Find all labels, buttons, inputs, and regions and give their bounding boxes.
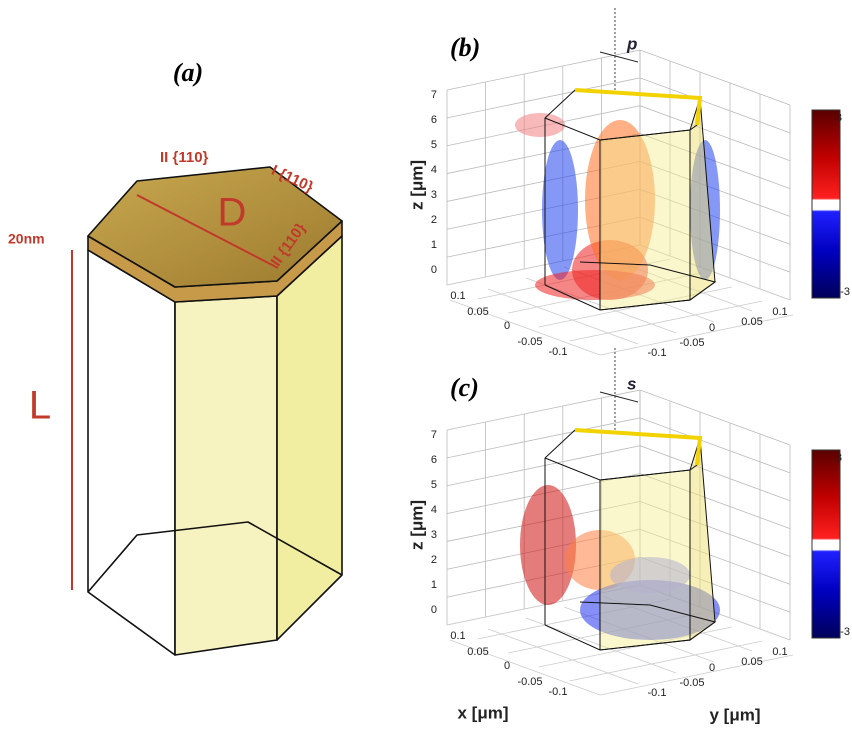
prism-face xyxy=(690,438,715,640)
z-tick-label: 0 xyxy=(431,604,437,616)
length-label: L xyxy=(29,384,51,428)
colorbar xyxy=(812,450,840,638)
z-tick-label: 2 xyxy=(431,214,437,226)
grid-line xyxy=(600,315,793,355)
prism-face xyxy=(600,470,690,650)
axis-label: x [μm] xyxy=(457,703,508,722)
field-blob xyxy=(542,140,578,280)
z-tick-label: 7 xyxy=(431,89,437,101)
figure: (a) II {110} I {110} II {110} D 20nm L p… xyxy=(0,0,852,727)
axis-label: z [μm] xyxy=(407,160,426,210)
x-tick-label: -0.05 xyxy=(517,676,542,688)
z-tick-label: 3 xyxy=(431,189,437,201)
axis-label: z [μm] xyxy=(407,500,426,550)
shell-label: 20nm xyxy=(8,231,45,247)
prism-face xyxy=(600,130,690,310)
panel: p(b)z [μm]012345670.10.050-0.05-0.1-0.1-… xyxy=(407,8,850,359)
y-tick-label: 0.05 xyxy=(741,656,762,668)
z-tick-label: 6 xyxy=(431,114,437,126)
z-tick-label: 4 xyxy=(431,504,437,516)
x-tick-label: 0 xyxy=(504,660,510,672)
colorbar-label: -3 xyxy=(840,626,850,638)
x-tick-label: 0 xyxy=(504,320,510,332)
z-tick-label: 1 xyxy=(431,579,437,591)
x-tick-label: 0.05 xyxy=(467,646,488,658)
y-tick-label: 0 xyxy=(709,662,715,674)
colorbar-label: 3 xyxy=(836,452,842,464)
prism-top xyxy=(575,90,700,125)
panel-label: (b) xyxy=(450,33,480,62)
y-tick-label: 0.1 xyxy=(772,306,787,318)
marker-label: s xyxy=(627,374,636,393)
z-tick-label: 2 xyxy=(431,554,437,566)
x-tick-label: -0.1 xyxy=(549,686,568,698)
diameter-label: D xyxy=(218,191,247,235)
colorbar-label: 3 xyxy=(836,112,842,124)
y-tick-label: -0.05 xyxy=(679,677,704,689)
y-tick-label: 0.1 xyxy=(772,646,787,658)
grid-line xyxy=(569,641,762,681)
grid-line xyxy=(569,301,762,341)
z-tick-label: 3 xyxy=(431,529,437,541)
y-tick-label: 0.05 xyxy=(741,316,762,328)
grid-line xyxy=(447,390,790,445)
z-tick-label: 4 xyxy=(431,164,437,176)
facet-label: II {110} xyxy=(160,149,209,166)
marker-label: p xyxy=(626,34,637,53)
panel-label: (c) xyxy=(450,373,479,402)
colorbar xyxy=(812,110,840,298)
colorbar-label: -3 xyxy=(840,286,850,298)
y-tick-label: -0.05 xyxy=(679,337,704,349)
grid-line xyxy=(447,50,790,105)
y-tick-label: 0 xyxy=(709,322,715,334)
x-tick-label: 0.1 xyxy=(450,630,465,642)
z-tick-label: 5 xyxy=(431,479,437,491)
x-tick-label: 0.05 xyxy=(467,306,488,318)
z-tick-label: 0 xyxy=(431,264,437,276)
prism-top xyxy=(575,430,700,465)
z-tick-label: 6 xyxy=(431,454,437,466)
x-tick-label: -0.1 xyxy=(549,346,568,358)
panel-a xyxy=(88,167,342,655)
z-tick-label: 1 xyxy=(431,239,437,251)
z-tick-label: 7 xyxy=(431,429,437,441)
x-tick-label: 0.1 xyxy=(450,290,465,302)
field-blob xyxy=(515,113,565,137)
field-blob xyxy=(520,485,576,605)
panel-label: (a) xyxy=(173,58,203,87)
z-tick-label: 5 xyxy=(431,139,437,151)
panel: s(c)z [μm]012345670.10.050-0.05-0.1-0.1-… xyxy=(407,348,850,724)
y-tick-label: -0.1 xyxy=(648,347,667,359)
x-tick-label: -0.05 xyxy=(517,336,542,348)
y-tick-label: -0.1 xyxy=(648,687,667,699)
axis-label: y [μm] xyxy=(709,705,760,724)
grid-line xyxy=(600,655,793,695)
